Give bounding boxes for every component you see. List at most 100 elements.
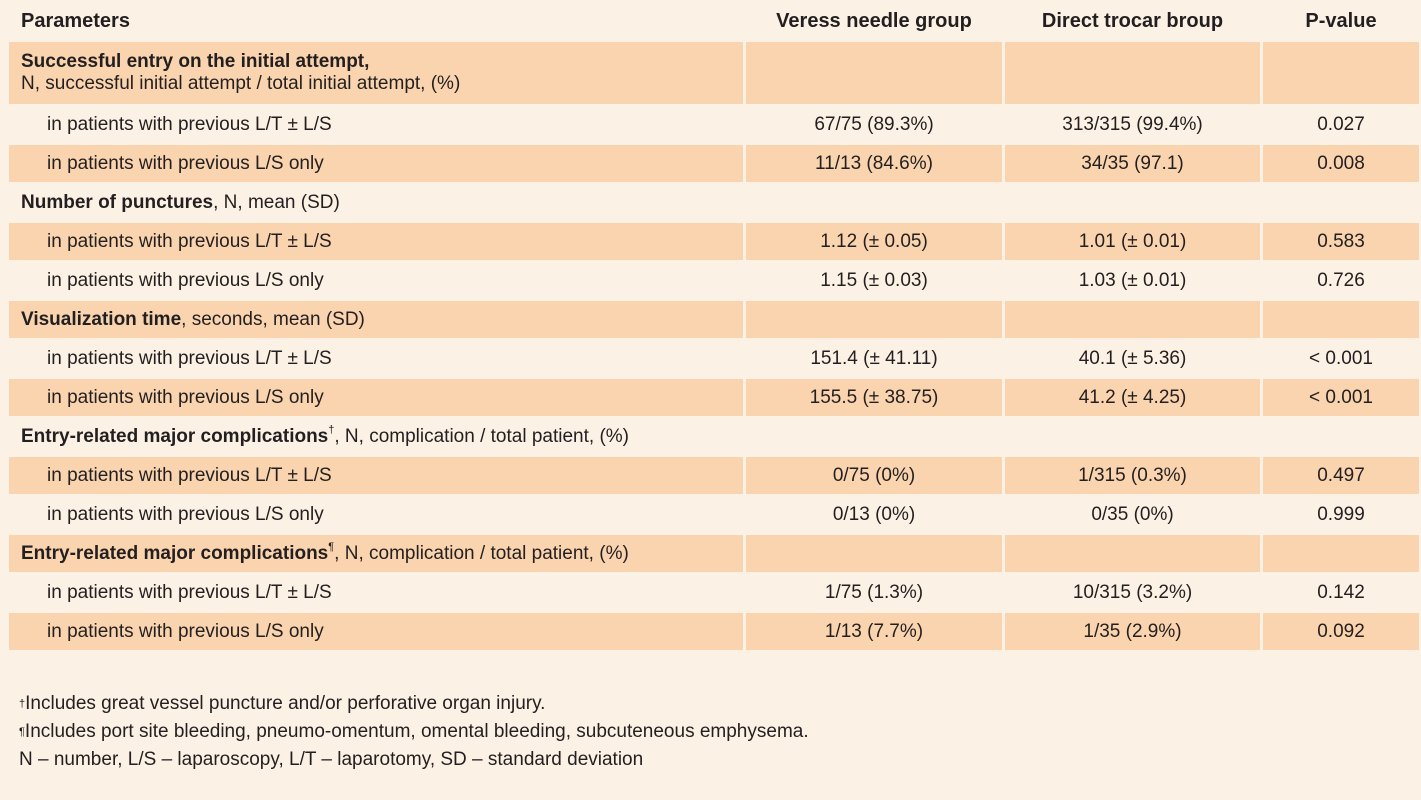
results-table: Parameters Veress needle group Direct tr… bbox=[6, 0, 1421, 652]
table-row: in patients with previous L/S only 1/13 … bbox=[9, 613, 1419, 650]
veress-value: 11/13 (84.6%) bbox=[746, 145, 1002, 182]
section-title: Successful entry on the initial attempt, bbox=[21, 51, 370, 72]
footnote-text: Includes great vessel puncture and/or pe… bbox=[25, 693, 546, 714]
direct-value: 40.1 (± 5.36) bbox=[1078, 347, 1187, 369]
direct-value: 1.01 (± 0.01) bbox=[1005, 223, 1260, 260]
section-empty-cell bbox=[1005, 42, 1260, 104]
section-title: Entry-related major complications bbox=[21, 425, 329, 447]
direct-value: 34/35 (97.1) bbox=[1005, 145, 1260, 182]
veress-value: 1.12 (± 0.05) bbox=[746, 223, 1002, 260]
p-value: 0.142 bbox=[1317, 581, 1365, 603]
footnote-text: Includes port site bleeding, pneumo-omen… bbox=[24, 721, 809, 742]
header-pvalue: P-value bbox=[1305, 9, 1377, 32]
section-row: Number of punctures, N, mean (SD) bbox=[9, 184, 1419, 221]
row-label: in patients with previous L/T ± L/S bbox=[47, 581, 332, 603]
table-row: in patients with previous L/S only 1.15 … bbox=[9, 262, 1419, 299]
veress-value: 1/13 (7.7%) bbox=[746, 613, 1002, 650]
footnote: ¶Includes port site bleeding, pneumo-ome… bbox=[19, 718, 809, 746]
direct-value: 0/35 (0%) bbox=[1091, 503, 1174, 525]
section-empty-cell bbox=[746, 42, 1002, 104]
section-label: Entry-related major complications¶, N, c… bbox=[9, 535, 743, 572]
row-label: in patients with previous L/T ± L/S bbox=[47, 113, 332, 135]
veress-value: 1/75 (1.3%) bbox=[824, 581, 924, 603]
section-title: Entry-related major complications bbox=[21, 542, 329, 564]
p-value: 0.583 bbox=[1263, 223, 1419, 260]
row-label: in patients with previous L/S only bbox=[9, 379, 743, 416]
section-empty-cell bbox=[1263, 535, 1419, 572]
section-subtitle: N, successful initial attempt / total in… bbox=[21, 73, 461, 94]
p-value: < 0.001 bbox=[1309, 347, 1373, 369]
p-value: 0.027 bbox=[1317, 113, 1365, 135]
direct-value: 313/315 (99.4%) bbox=[1062, 113, 1203, 135]
p-value: 0.497 bbox=[1263, 457, 1419, 494]
direct-value: 1/35 (2.9%) bbox=[1005, 613, 1260, 650]
header-parameters: Parameters bbox=[21, 9, 130, 32]
table-row: in patients with previous L/T ± L/S 1/75… bbox=[9, 574, 1419, 611]
p-value: < 0.001 bbox=[1263, 379, 1419, 416]
section-row: Entry-related major complications¶, N, c… bbox=[9, 535, 1419, 572]
section-empty-cell bbox=[1263, 42, 1419, 104]
table-row: in patients with previous L/S only 155.5… bbox=[9, 379, 1419, 416]
table-row: in patients with previous L/S only 11/13… bbox=[9, 145, 1419, 182]
footnote-mark: ¶ bbox=[19, 726, 25, 738]
veress-value: 0/75 (0%) bbox=[746, 457, 1002, 494]
table-row: in patients with previous L/T ± L/S 0/75… bbox=[9, 457, 1419, 494]
p-value: 0.092 bbox=[1263, 613, 1419, 650]
section-label: Successful entry on the initial attempt,… bbox=[9, 42, 743, 104]
p-value: 0.008 bbox=[1263, 145, 1419, 182]
table-row: in patients with previous L/S only 0/13 … bbox=[9, 496, 1419, 533]
row-label: in patients with previous L/S only bbox=[47, 503, 324, 525]
section-empty-cell bbox=[1263, 301, 1419, 338]
section-subtitle: , seconds, mean (SD) bbox=[181, 308, 365, 330]
table-row: in patients with previous L/T ± L/S 1.12… bbox=[9, 223, 1419, 260]
veress-value: 67/75 (89.3%) bbox=[814, 113, 934, 135]
row-label: in patients with previous L/T ± L/S bbox=[9, 223, 743, 260]
footnote-mark: ¶ bbox=[328, 540, 335, 553]
section-empty-cell bbox=[1005, 535, 1260, 572]
section-title: Visualization time bbox=[21, 308, 182, 330]
row-label: in patients with previous L/S only bbox=[47, 269, 324, 291]
table-row: in patients with previous L/T ± L/S 151.… bbox=[9, 340, 1419, 377]
section-row: Successful entry on the initial attempt,… bbox=[9, 42, 1419, 104]
section-subtitle: , N, complication / total patient, (%) bbox=[334, 542, 629, 564]
section-title: Number of punctures bbox=[21, 191, 214, 213]
section-empty-cell bbox=[1263, 184, 1419, 221]
p-value: 0.726 bbox=[1317, 269, 1365, 291]
section-subtitle: , N, complication / total patient, (%) bbox=[334, 425, 629, 447]
veress-value: 151.4 (± 41.11) bbox=[810, 347, 938, 369]
direct-value: 41.2 (± 4.25) bbox=[1005, 379, 1260, 416]
footnote-mark: † bbox=[19, 698, 26, 710]
veress-value: 1.15 (± 0.03) bbox=[820, 269, 928, 291]
section-label: Number of punctures, N, mean (SD) bbox=[9, 184, 743, 221]
section-row: Entry-related major complications†, N, c… bbox=[9, 418, 1419, 455]
direct-value: 1.03 (± 0.01) bbox=[1078, 269, 1187, 291]
row-label: in patients with previous L/T ± L/S bbox=[47, 347, 332, 369]
veress-value: 155.5 (± 38.75) bbox=[746, 379, 1002, 416]
section-label: Entry-related major complications†, N, c… bbox=[9, 418, 1419, 455]
footnote-text: N – number, L/S – laparoscopy, L/T – lap… bbox=[19, 749, 644, 770]
section-label: Visualization time, seconds, mean (SD) bbox=[9, 301, 743, 338]
header-direct: Direct trocar broup bbox=[1041, 9, 1224, 32]
footnote: †Includes great vessel puncture and/or p… bbox=[19, 690, 809, 718]
section-empty-cell bbox=[746, 535, 1002, 572]
header-row: Parameters Veress needle group Direct tr… bbox=[9, 2, 1419, 40]
veress-value: 0/13 (0%) bbox=[832, 503, 916, 525]
row-label: in patients with previous L/T ± L/S bbox=[9, 457, 743, 494]
section-subtitle: , N, mean (SD) bbox=[213, 191, 340, 213]
section-empty-cell bbox=[1005, 301, 1260, 338]
direct-value: 10/315 (3.2%) bbox=[1072, 581, 1193, 603]
section-empty-cell bbox=[746, 301, 1002, 338]
footnote-mark: † bbox=[328, 423, 335, 436]
row-label: in patients with previous L/S only bbox=[9, 613, 743, 650]
row-label: in patients with previous L/S only bbox=[9, 145, 743, 182]
section-row: Visualization time, seconds, mean (SD) bbox=[9, 301, 1419, 338]
table-row: in patients with previous L/T ± L/S 67/7… bbox=[9, 106, 1419, 143]
section-empty-cell bbox=[1005, 184, 1260, 221]
p-value: 0.999 bbox=[1317, 503, 1365, 525]
footnotes: †Includes great vessel puncture and/or p… bbox=[19, 690, 809, 774]
direct-value: 1/315 (0.3%) bbox=[1005, 457, 1260, 494]
footnote: N – number, L/S – laparoscopy, L/T – lap… bbox=[19, 746, 809, 774]
header-veress: Veress needle group bbox=[776, 9, 972, 32]
section-empty-cell bbox=[746, 184, 1002, 221]
